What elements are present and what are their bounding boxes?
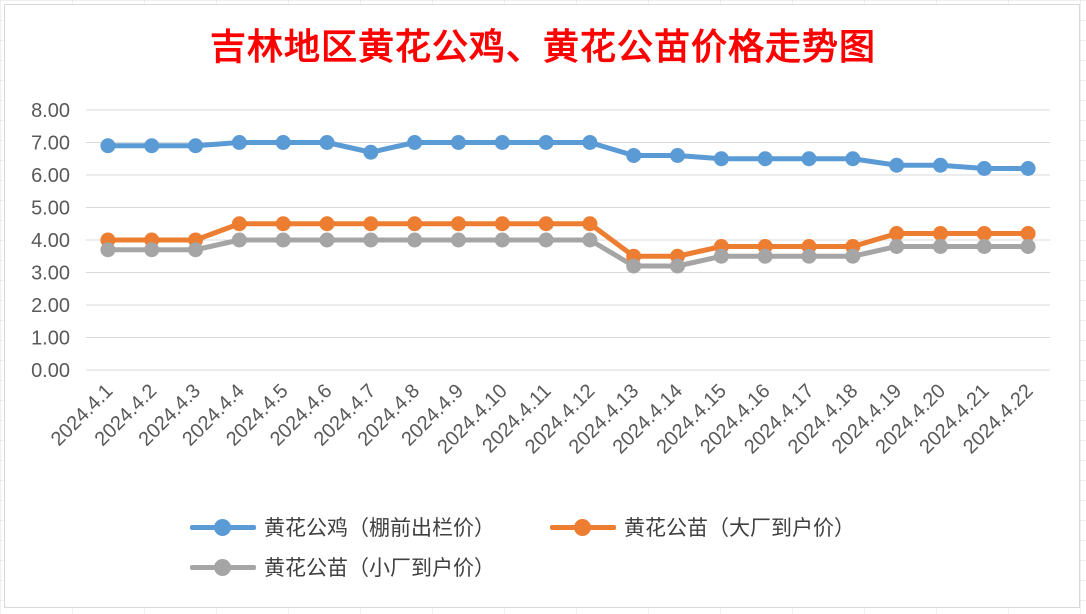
series-2-point-19: [932, 226, 948, 241]
series-line-3: [105, 237, 1031, 269]
legend-label-series-3: 黄花公苗（小厂到户价）: [264, 556, 495, 580]
series-3-point-20: [976, 239, 992, 254]
legend-swatch-series-3: [190, 557, 256, 577]
series-3-point-16: [801, 248, 817, 264]
series-2-point-10: [538, 216, 554, 232]
legend-marker-series-1: [214, 519, 231, 536]
series-3-point-7: [407, 232, 423, 248]
series-2-point-7: [407, 216, 423, 232]
legend-swatch-series-2: [550, 517, 616, 537]
series-line-1: [105, 140, 1031, 171]
legend-item-series-1: 黄花公鸡（棚前出栏价）: [190, 512, 495, 542]
y-tick-label-0: 0.00: [31, 360, 70, 382]
series-1-point-16: [801, 151, 817, 167]
series-1-point-18: [889, 157, 905, 173]
series-1-point-4: [275, 135, 291, 150]
series-1-point-13: [670, 148, 686, 163]
series-3-point-10: [538, 232, 554, 248]
series-3-point-17: [845, 248, 861, 264]
series-3-point-19: [932, 239, 948, 254]
y-axis-ticks: 0.00 1.00 2.00 3.00 4.00 5.00 6.00 7.00 8.00: [31, 100, 70, 382]
series-3-point-14: [713, 248, 729, 264]
series-1-point-1: [144, 138, 160, 154]
chart-title: 吉林地区黄花公鸡、黄花公苗价格走势图: [209, 26, 876, 68]
series-lines: [100, 135, 1036, 274]
y-tick-label-6: 6.00: [31, 165, 70, 187]
series-2-point-4: [275, 216, 291, 232]
series-1-point-5: [319, 135, 335, 150]
series-1-point-11: [582, 135, 598, 150]
series-line-2: [105, 221, 1031, 259]
series-3-point-11: [582, 232, 598, 248]
series-2-point-3: [231, 216, 247, 232]
series-3-point-8: [450, 232, 466, 248]
series-1-point-7: [407, 135, 423, 150]
y-tick-label-1: 1.00: [31, 328, 70, 350]
legend-label-series-2: 黄花公苗（大厂到户价）: [624, 516, 855, 540]
y-tick-label-5: 5.00: [31, 198, 70, 220]
series-3-point-18: [889, 239, 905, 254]
series-3-point-6: [363, 232, 379, 248]
series-1-point-9: [494, 135, 510, 150]
series-3-point-3: [231, 232, 247, 248]
series-2-point-11: [582, 216, 598, 232]
series-3-point-21: [1020, 239, 1036, 254]
series-1-point-21: [1020, 161, 1036, 176]
series-3-point-12: [626, 258, 642, 274]
series-1-point-10: [538, 135, 554, 150]
series-1-point-0: [100, 138, 116, 154]
series-1-point-6: [363, 144, 379, 160]
series-3-point-15: [757, 248, 773, 264]
series-1-point-2: [188, 138, 204, 154]
series-1-point-12: [626, 148, 642, 163]
y-tick-label-2: 2.00: [31, 295, 70, 317]
series-1-point-3: [231, 135, 247, 150]
series-1-point-19: [932, 157, 948, 173]
legend-marker-series-2: [574, 519, 591, 536]
series-2-point-6: [363, 216, 379, 232]
y-tick-label-3: 3.00: [31, 263, 70, 285]
series-1-point-17: [845, 151, 861, 167]
series-2-point-18: [889, 226, 905, 241]
series-3-point-1: [144, 242, 160, 258]
legend-item-series-3: 黄花公苗（小厂到户价）: [190, 552, 495, 582]
series-3-point-13: [670, 258, 686, 274]
legend-marker-series-3: [214, 559, 231, 576]
series-3-point-0: [100, 242, 116, 258]
legend-item-series-2: 黄花公苗（大厂到户价）: [550, 512, 855, 542]
y-tick-label-4: 4.00: [31, 230, 70, 252]
series-3-point-2: [188, 242, 204, 258]
series-1-point-20: [976, 161, 992, 176]
series-3-point-4: [275, 232, 291, 248]
series-2-point-8: [450, 216, 466, 232]
series-2-point-20: [976, 226, 992, 241]
y-tick-label-7: 7.00: [31, 133, 70, 155]
y-tick-label-8: 8.00: [31, 100, 70, 122]
series-3-point-5: [319, 232, 335, 248]
series-1-point-14: [713, 151, 729, 167]
series-2-point-5: [319, 216, 335, 232]
series-2-point-9: [494, 216, 510, 232]
chart-area[interactable]: [4, 4, 1080, 608]
legend-label-series-1: 黄花公鸡（棚前出栏价）: [264, 516, 495, 540]
series-1-point-15: [757, 151, 773, 167]
legend-swatch-series-1: [190, 517, 256, 537]
series-3-point-9: [494, 232, 510, 248]
series-1-point-8: [450, 135, 466, 150]
series-2-point-21: [1020, 226, 1036, 241]
x-axis-ticks: 2024.4.12024.4.22024.4.32024.4.42024.4.5…: [47, 380, 1038, 458]
